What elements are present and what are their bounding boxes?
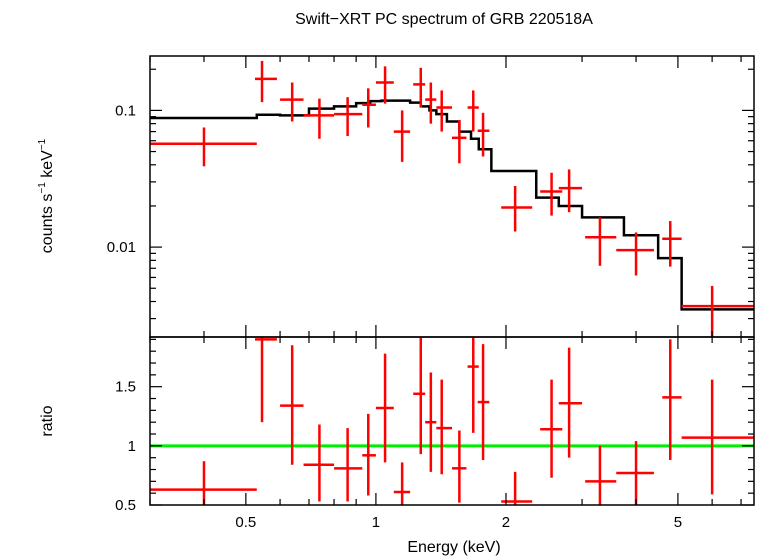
data-point (413, 67, 426, 108)
data-point (150, 461, 257, 505)
y-tick-label: 0.1 (115, 102, 136, 119)
data-point (616, 232, 654, 276)
data-point (662, 221, 682, 267)
y-tick-label: 0.01 (107, 239, 136, 256)
spectrum-y-axis-title: counts s−1 keV−1 (37, 138, 56, 253)
data-point (477, 112, 490, 157)
x-tick-label: 5 (674, 514, 682, 531)
data-point (280, 345, 304, 465)
chart-title: Swift−XRT PC spectrum of GRB 220518A (295, 11, 593, 28)
spectrum-panel: 0.1 0.01 (107, 55, 755, 338)
data-point (375, 353, 394, 463)
model-curve (150, 99, 754, 311)
x-tick-label: 2 (502, 514, 510, 531)
ratio-y-axis-title: ratio (39, 405, 56, 436)
data-point (334, 97, 363, 136)
y-tick-label: 0.5 (115, 497, 136, 514)
x-axis-title: Energy (keV) (407, 539, 500, 556)
y-title-mid: keV (39, 150, 56, 182)
data-point (362, 413, 376, 496)
data-point (477, 344, 490, 461)
data-point (501, 185, 533, 232)
data-point (540, 172, 563, 216)
data-point (413, 337, 426, 455)
data-point (452, 430, 467, 503)
y-tick-label: 1.5 (115, 379, 136, 396)
data-point (334, 428, 363, 502)
data-point (616, 441, 654, 505)
data-point (425, 372, 437, 472)
data-point (303, 424, 335, 502)
data-point (467, 90, 479, 132)
panel-frame (149, 336, 755, 506)
data-point (375, 66, 394, 104)
data-point (436, 379, 452, 475)
y-tick-label: 1 (128, 438, 136, 455)
y-title-sup1: −1 (37, 182, 48, 194)
data-point (425, 82, 437, 124)
data-point (255, 60, 277, 103)
data-point (393, 110, 411, 162)
data-point (558, 169, 583, 213)
data-point (150, 127, 257, 167)
data-point (540, 379, 563, 478)
data-point (585, 217, 617, 266)
data-point (681, 285, 754, 337)
ratio-panel: 0.5 1 1.5 0.5 1 2 5 (115, 336, 755, 531)
data-point (452, 120, 467, 164)
x-tick-label: 0.5 (235, 514, 256, 531)
x-tick-label: 1 (372, 514, 380, 531)
y-title-sup2: −1 (37, 138, 48, 150)
data-point (393, 462, 411, 505)
data-point (558, 347, 583, 458)
y-title-main: counts s (39, 194, 56, 254)
data-point (436, 90, 452, 132)
data-point (681, 379, 754, 495)
data-point (362, 88, 376, 128)
data-point (662, 339, 682, 461)
data-point (255, 337, 277, 423)
data-point (280, 82, 304, 122)
data-point (585, 445, 617, 505)
data-point (467, 337, 479, 433)
data-point (303, 98, 335, 139)
panel-frame (149, 55, 755, 338)
